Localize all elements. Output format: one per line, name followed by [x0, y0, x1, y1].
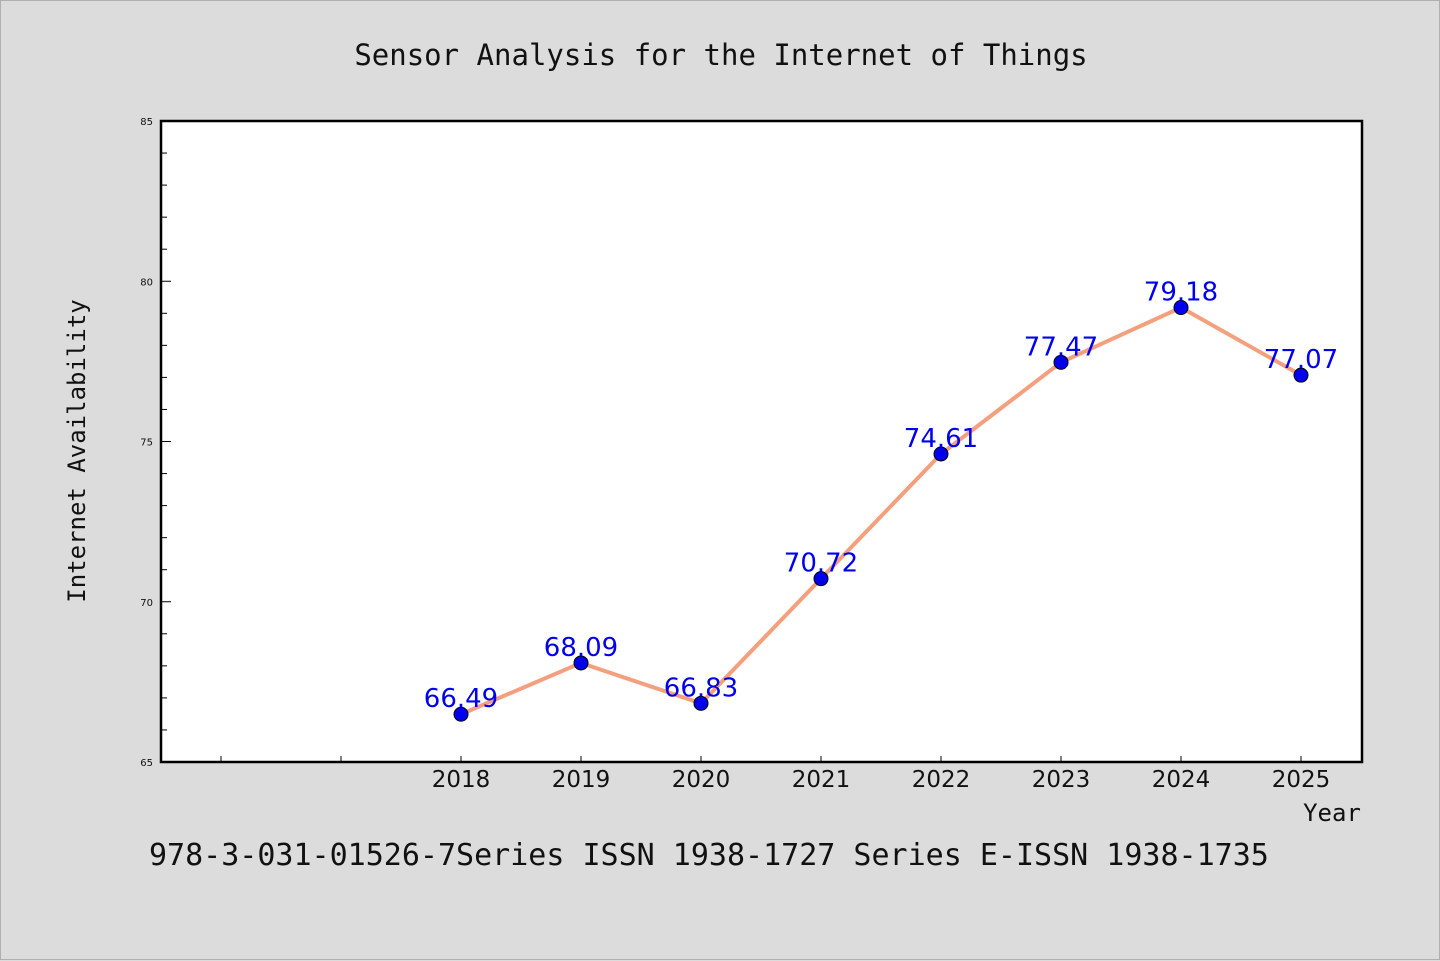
y-axis-label: Internet Availability	[63, 299, 91, 602]
x-axis-label: Year	[1303, 799, 1361, 827]
x-tick-label: 2023	[1032, 767, 1091, 793]
data-point	[453, 706, 469, 722]
x-tick-label: 2018	[432, 767, 491, 793]
x-tick-label: 2025	[1272, 767, 1331, 793]
x-tick-label: 2020	[672, 767, 731, 793]
chart-title: Sensor Analysis for the Internet of Thin…	[354, 38, 1087, 72]
data-point	[573, 655, 589, 671]
data-point	[1173, 300, 1189, 316]
data-point	[813, 571, 829, 587]
data-point	[693, 695, 709, 711]
plot-area	[161, 121, 1362, 762]
y-tick-label: 70	[140, 598, 153, 609]
data-label: 66.49	[424, 684, 498, 714]
x-tick-label: 2024	[1152, 767, 1211, 793]
x-tick-label: 2019	[552, 767, 611, 793]
x-tick-label: 2021	[792, 767, 851, 793]
x-axis-ticks: 2018 2019 2020 2021 2022 2023 2024 2025	[220, 756, 1331, 793]
series-layer: 66.49 68.09 66.83 70.72 74.61 77.47 79.18 77.07	[424, 278, 1338, 722]
y-tick-label: 85	[140, 117, 153, 128]
y-tick-label: 65	[140, 758, 153, 769]
y-tick-label: 80	[140, 277, 153, 288]
y-tick-label: 75	[140, 438, 153, 449]
data-label: 77.07	[1264, 345, 1338, 375]
data-point	[933, 446, 949, 462]
x-tick-label: 2022	[912, 767, 971, 793]
data-label: 68.09	[544, 633, 618, 663]
series-line	[459, 305, 1303, 717]
data-label: 70.72	[784, 549, 858, 579]
plot-border	[159, 119, 1364, 764]
footer-isbn-issn: 978-3-031-01526-7Series ISSN 1938-1727 S…	[149, 838, 1269, 873]
data-label: 66.83	[664, 673, 738, 703]
data-label: 74.61	[904, 424, 978, 454]
data-label: 77.47	[1024, 332, 1098, 362]
data-label: 79.18	[1144, 278, 1218, 308]
data-point	[1053, 354, 1069, 370]
data-point	[1293, 367, 1309, 383]
